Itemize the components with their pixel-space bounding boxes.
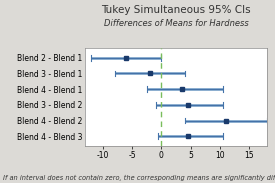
Text: Differences of Means for Hardness: Differences of Means for Hardness bbox=[104, 19, 248, 28]
Text: If an interval does not contain zero, the corresponding means are significantly : If an interval does not contain zero, th… bbox=[3, 175, 275, 181]
Text: Tukey Simultaneous 95% CIs: Tukey Simultaneous 95% CIs bbox=[101, 5, 251, 15]
